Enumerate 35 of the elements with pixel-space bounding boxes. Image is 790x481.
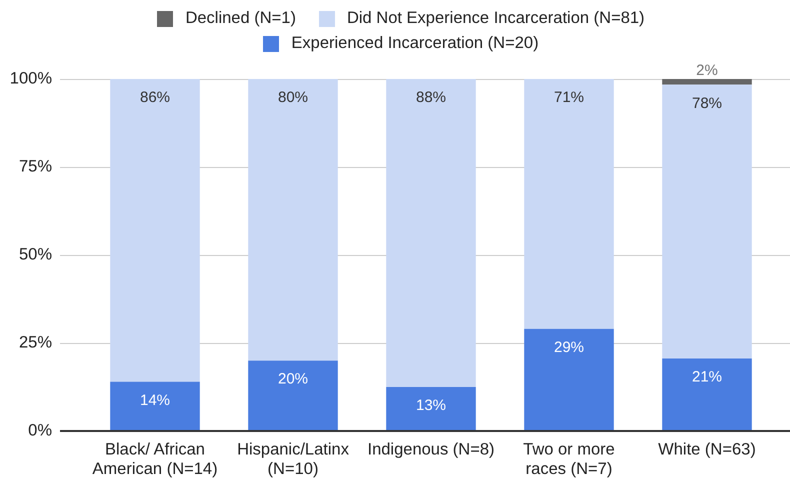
data-label: 86% [140,89,170,106]
y-tick-label: 100% [10,70,52,88]
x-tick-label: Hispanic/Latinx (N=10) [237,440,350,478]
data-label: 71% [554,89,584,106]
bar [110,382,200,431]
x-tick-label: Two or more races (N=7) [523,440,615,478]
data-label: 80% [278,89,308,106]
y-tick-label: 75% [18,158,52,176]
data-label: 20% [278,370,308,388]
y-tick-label: 25% [18,334,52,352]
bar [386,387,476,431]
bar [662,79,752,85]
bar [110,79,200,382]
bar [524,328,614,431]
data-label: 2% [696,62,718,80]
y-tick-label: 0% [28,422,52,440]
y-tick-label: 50% [18,246,52,264]
legend-label: Experienced Incarceration (N=20) [291,34,539,53]
legend-label: Did Not Experience Incarceration (N=81) [346,9,645,28]
data-label: 14% [140,392,170,409]
data-label: 29% [554,339,584,356]
data-label: 13% [416,397,446,414]
x-tick-label: White (N=63) [658,440,756,458]
data-label: 78% [692,94,722,112]
bar [524,79,614,329]
bar [248,360,338,431]
x-tick-label: Black/ African American (N=14) [92,440,218,478]
bar [662,84,752,358]
bar [386,79,476,387]
bar [662,358,752,431]
legend-label: Declined (N=1) [185,9,296,28]
bar [248,79,338,361]
x-tick-label: Indigenous (N=8) [367,440,495,458]
data-label: 21% [692,368,722,386]
data-label: 88% [416,89,446,106]
